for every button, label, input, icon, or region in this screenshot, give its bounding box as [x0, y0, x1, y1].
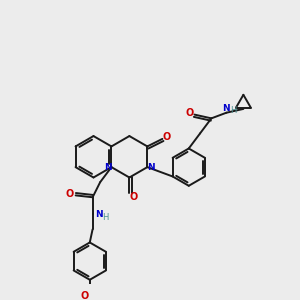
- Text: N: N: [95, 210, 103, 219]
- Text: N: N: [223, 104, 230, 113]
- Text: N: N: [104, 163, 112, 172]
- Text: O: O: [80, 291, 88, 300]
- Text: H: H: [230, 106, 236, 115]
- Text: O: O: [163, 132, 171, 142]
- Text: O: O: [186, 108, 194, 118]
- Text: N: N: [147, 163, 155, 172]
- Text: O: O: [130, 192, 138, 202]
- Text: H: H: [103, 214, 109, 223]
- Text: O: O: [66, 188, 74, 199]
